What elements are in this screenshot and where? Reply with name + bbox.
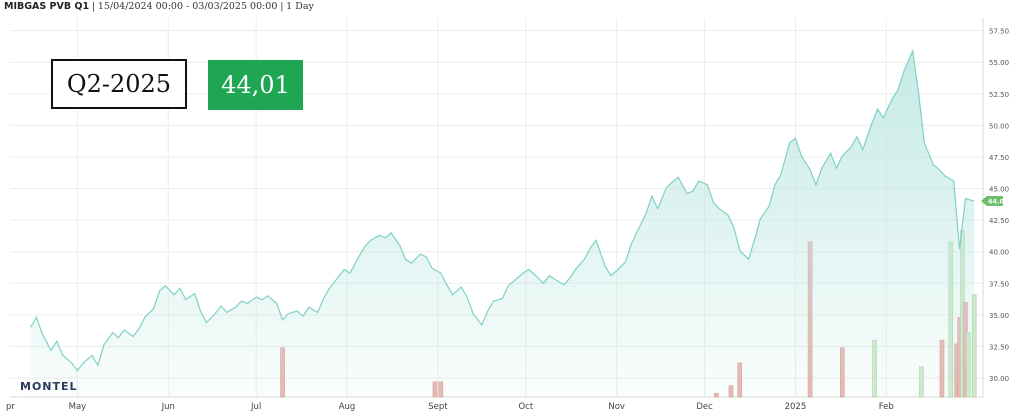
contract-label: Q2-2025 [51, 59, 187, 109]
interval: 1 Day [286, 1, 314, 12]
x-tick-label: Aug [339, 402, 356, 412]
montel-logo: MONTEL [20, 380, 78, 393]
date-range: 15/04/2024 00:00 - 03/03/2025 00:00 [97, 1, 278, 12]
x-tick-label: Oct [518, 402, 533, 412]
x-tick-label: Nov [608, 402, 625, 412]
y-tick-label: 42.50 [989, 217, 1009, 225]
last-price-label: 44.01 [988, 198, 1009, 206]
x-tick-label: Sept [428, 402, 448, 412]
chart-header: MIBGAS PVB Q1 | 15/04/2024 00:00 - 03/03… [4, 1, 314, 12]
x-tick-label: Feb [879, 402, 894, 412]
x-tick-label: Dec [696, 402, 713, 412]
y-tick-label: 57.50 [989, 28, 1009, 36]
instrument-name: MIBGAS PVB Q1 [4, 1, 90, 12]
y-tick-label: 32.50 [989, 343, 1009, 351]
price-area [30, 50, 975, 398]
y-tick-label: 30.00 [989, 375, 1009, 383]
y-tick-label: 55.00 [989, 59, 1009, 67]
x-tick-label: Jul [250, 402, 261, 412]
price-value-text: 44,01 [221, 71, 290, 99]
price-value-box: 44,01 [208, 60, 303, 110]
x-tick-label: May [69, 402, 87, 412]
last-price-badge [981, 196, 1003, 207]
x-tick-label: 2025 [785, 402, 807, 412]
y-tick-label: 35.00 [989, 312, 1009, 320]
contract-label-text: Q2-2025 [66, 70, 172, 98]
header-separator: | [280, 1, 284, 12]
x-tick-label: pr [6, 402, 15, 412]
y-tick-label: 40.00 [989, 249, 1009, 257]
header-separator: | [91, 1, 96, 12]
price-line [29, 48, 975, 372]
y-tick-label: 47.50 [989, 154, 1009, 162]
x-tick-label: Jun [161, 402, 175, 412]
y-tick-label: 37.50 [989, 280, 1009, 288]
y-tick-label: 45.00 [989, 186, 1009, 194]
y-tick-label: 52.50 [989, 91, 1009, 99]
y-tick-label: 50.00 [989, 122, 1009, 130]
